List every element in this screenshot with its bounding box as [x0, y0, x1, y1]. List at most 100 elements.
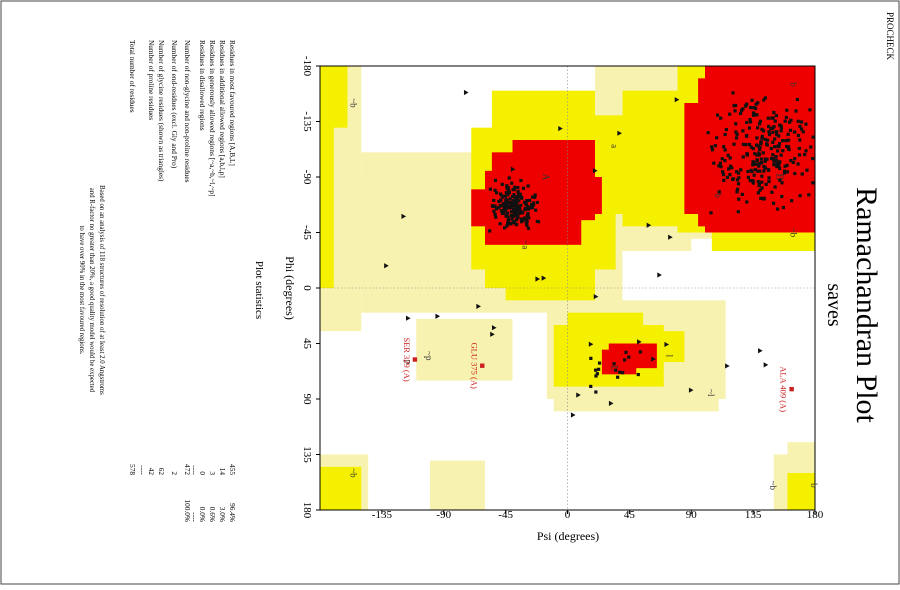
residue-point: [760, 127, 764, 131]
residue-point: [740, 192, 744, 197]
residue-point: [790, 199, 794, 203]
residue-point: [627, 355, 631, 359]
rotated-page: PROCHECK Ramachandran Plot saves Bb b Aa ~a…: [78, 12, 895, 543]
stat-divider: ----: [138, 465, 147, 475]
residue-point: [766, 116, 770, 120]
y-axis-title: Psi (degrees): [537, 529, 599, 543]
residue-point: [518, 211, 522, 215]
residue-point: [493, 178, 498, 182]
residue-point: [785, 108, 789, 112]
stat-label: Number of end-residues (excl. Gly and Pr…: [170, 40, 179, 169]
residue-point: [728, 156, 732, 160]
plot-statistics: Plot statistics Residues in most favoure…: [78, 40, 265, 523]
x-axis-ticks: -180 -135 -90 -45 0 45 90 135 180: [301, 56, 320, 519]
residue-point: [755, 126, 760, 130]
region-label: l: [665, 355, 675, 358]
residue-point: [519, 217, 523, 221]
residue-point: [784, 139, 788, 143]
residue-point: [771, 201, 776, 205]
x-tick-label: 180: [301, 502, 313, 519]
residue-point: [760, 136, 764, 140]
residue-point: [748, 179, 752, 183]
residue-point: [519, 178, 523, 183]
residue-point: [808, 108, 812, 112]
residue-point: [492, 209, 496, 213]
region-label: p: [403, 360, 413, 365]
residue-point: [516, 186, 520, 190]
residue-point: [519, 203, 523, 207]
residue-point: [803, 153, 807, 157]
y-tick-label: 45: [624, 509, 636, 521]
residue-point: [793, 171, 797, 176]
residue-point: [758, 147, 762, 151]
plot-area: Bb b Aa ~a ~b ~b ~b Ll ~l ~p p ~b b ALA 409 (A) GLU 3…: [301, 56, 824, 521]
residue-point: [753, 168, 757, 172]
additional-allowed-region: [650, 331, 685, 362]
residue-point: [511, 210, 515, 214]
residue-point: [506, 200, 510, 205]
residue-point: [796, 133, 801, 138]
region-label: B: [774, 173, 786, 180]
residue-point: [709, 211, 713, 215]
residue-point: [751, 160, 755, 164]
generously-allowed-region: [430, 460, 485, 510]
residue-point: [502, 202, 506, 206]
residue-point: [735, 187, 740, 191]
residue-point: [758, 161, 762, 166]
residue-point: [715, 113, 720, 117]
additional-allowed-region: [320, 466, 362, 510]
residue-point: [774, 154, 778, 159]
outlier-point: [789, 386, 794, 392]
residue-point: [710, 148, 715, 152]
residue-point: [776, 144, 780, 148]
glycine-point: [664, 341, 670, 348]
residue-point: [781, 149, 785, 153]
glycine-point: [476, 303, 481, 309]
residue-point: [509, 222, 513, 226]
residue-point: [745, 200, 749, 204]
glycine-point: [637, 339, 642, 345]
residue-point: [723, 132, 727, 137]
residue-point: [745, 153, 750, 157]
residue-point: [505, 224, 509, 228]
residue-point: [507, 190, 511, 194]
residue-point: [506, 221, 510, 225]
stat-count: 455: [228, 464, 237, 475]
residue-point: [512, 198, 516, 203]
residue-point: [762, 98, 766, 102]
residue-point: [789, 158, 793, 163]
residue-point: [786, 132, 790, 136]
glycine-point: [617, 130, 622, 136]
outlier-point: [412, 357, 418, 362]
region-label: ~a: [520, 240, 530, 249]
residue-point: [795, 97, 799, 102]
residue-point: [799, 120, 804, 124]
footnote-line: and R-factor no greater than 20%, a good…: [88, 188, 95, 393]
residue-point: [589, 356, 593, 360]
glycine-point: [725, 363, 730, 369]
residue-point: [521, 186, 526, 190]
residue-point: [769, 156, 774, 161]
residue-point: [796, 162, 800, 166]
residue-point: [752, 113, 756, 117]
residue-point: [502, 211, 506, 215]
footnote-line: Based on an analysis of 118 structures o…: [98, 185, 105, 395]
stat-count: 62: [157, 468, 166, 476]
residue-point: [757, 122, 762, 126]
stat-count: 14: [218, 468, 227, 476]
residue-point: [769, 146, 773, 151]
most-favoured-region: [512, 140, 595, 221]
footnote-line: to have over 90% in the most favoured re…: [78, 226, 85, 355]
residue-point: [491, 204, 495, 208]
residue-point: [732, 104, 736, 108]
residue-point: [715, 136, 719, 140]
residue-point: [739, 168, 743, 172]
residue-point: [773, 185, 777, 189]
residue-point: [784, 115, 789, 120]
residue-point: [763, 166, 768, 170]
region-map: [320, 66, 815, 510]
generously-allowed-region: [347, 177, 389, 288]
residue-point: [772, 125, 776, 129]
residue-point: [778, 123, 782, 127]
residue-point: [767, 124, 771, 129]
